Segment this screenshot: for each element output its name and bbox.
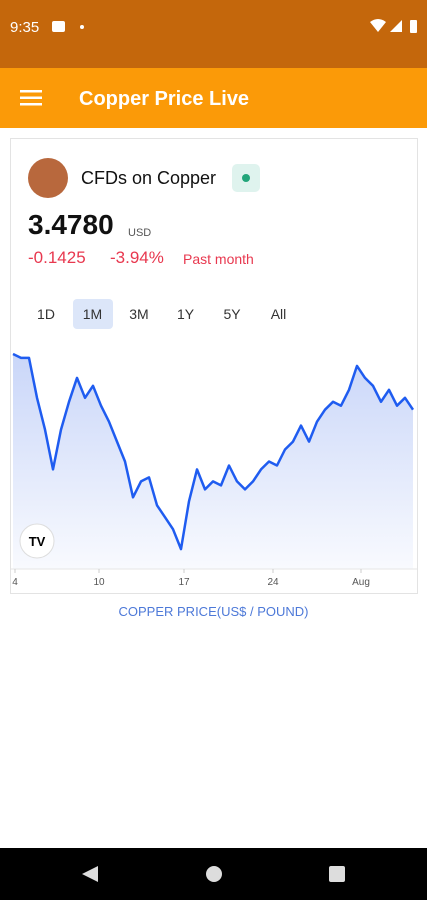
dot-icon bbox=[80, 25, 84, 29]
market-status bbox=[232, 164, 260, 192]
copper-icon bbox=[28, 158, 68, 198]
logo-text: TV bbox=[29, 534, 46, 549]
area-fill bbox=[13, 354, 413, 569]
status-time: 9:35 bbox=[10, 19, 40, 36]
x-tick-label: 24 bbox=[267, 577, 279, 588]
status-bar: 9:35 bbox=[0, 0, 427, 68]
period: Past month bbox=[183, 251, 254, 267]
x-tick-label: 4 bbox=[12, 577, 18, 588]
home-button[interactable] bbox=[206, 866, 222, 882]
x-tick-label: 17 bbox=[178, 577, 190, 588]
x-tick-label: Aug bbox=[352, 577, 370, 588]
navigation-bar bbox=[0, 848, 427, 900]
price-change: -0.1425 bbox=[28, 248, 86, 267]
price-line bbox=[12, 352, 415, 551]
app-title: Copper Price Live bbox=[79, 88, 250, 110]
range-button[interactable]: All bbox=[270, 306, 287, 322]
range-button[interactable]: 1D bbox=[37, 306, 55, 322]
price: 3.4780 bbox=[28, 209, 114, 240]
range-button[interactable]: 3M bbox=[129, 306, 149, 322]
chart-caption: COPPER PRICE(US$ / POUND) bbox=[118, 604, 309, 619]
range-button[interactable]: 5Y bbox=[223, 306, 241, 322]
app-bar: Copper Price Live bbox=[0, 68, 427, 128]
range-button[interactable]: 1Y bbox=[176, 306, 195, 322]
recents-button[interactable] bbox=[329, 866, 345, 882]
notification-icon bbox=[52, 21, 65, 32]
x-tick-label: 10 bbox=[93, 577, 105, 588]
nav-buttons bbox=[82, 866, 345, 882]
status-icons bbox=[370, 19, 417, 33]
currency: USD bbox=[128, 227, 152, 239]
range-button[interactable]: 1M bbox=[72, 299, 113, 329]
price-card: CFDs on Copper 3.4780 USD -0.1425 -3.94%… bbox=[10, 138, 418, 594]
line-chart: 4 10 17 24 Aug TV bbox=[11, 352, 417, 588]
back-button[interactable] bbox=[82, 866, 98, 882]
tradingview-logo bbox=[19, 523, 55, 559]
menu-button[interactable] bbox=[20, 90, 42, 106]
instrument-name: CFDs on Copper bbox=[81, 168, 217, 188]
percent-change: -3.94% bbox=[110, 248, 164, 267]
